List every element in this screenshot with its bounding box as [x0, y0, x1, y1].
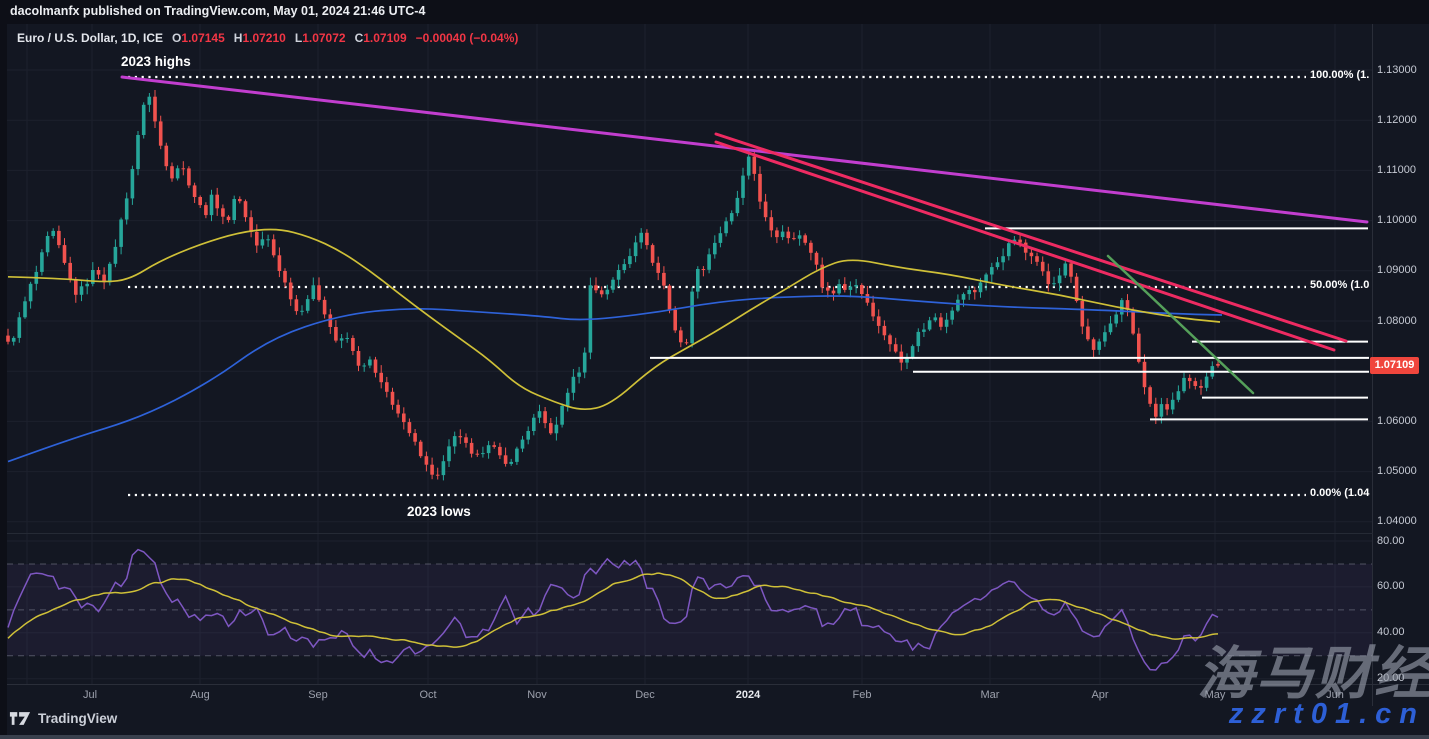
time-axis-label-nov: Nov	[527, 689, 547, 701]
ohlc-close: C1.07109	[354, 31, 407, 45]
change-value: −0.00040 (−0.04%)	[415, 31, 519, 45]
annotation-2023-highs[interactable]: 2023 highs	[121, 54, 191, 69]
rsi-axis-label: 40.00	[1377, 626, 1405, 639]
footer: TradingView	[9, 710, 117, 727]
tradingview-brand-text[interactable]: TradingView	[38, 711, 118, 726]
rsi-pane-divider[interactable]	[7, 533, 1373, 534]
time-axis-label-sep: Sep	[308, 689, 328, 701]
fib-label-0: 100.00% (1.	[1310, 69, 1370, 81]
fib-label-2: 0.00% (1.04	[1310, 487, 1370, 499]
price-axis-label: 1.13000	[1377, 63, 1417, 76]
symbol-legend[interactable]: Euro / U.S. Dollar, 1D, ICE O1.07145 H1.07…	[17, 31, 518, 45]
rsi-band	[7, 563, 1372, 657]
grid	[7, 24, 1372, 684]
ma-lines	[7, 228, 1223, 463]
fib-retracement-lines[interactable]	[128, 75, 1306, 497]
annotation-2023-lows[interactable]: 2023 lows	[407, 504, 471, 519]
time-axis-label-mar: Mar	[980, 689, 1000, 701]
time-axis-label-dec: Dec	[635, 689, 655, 701]
last-price-badge: 1.07109	[1370, 357, 1419, 374]
price-axis-label: 1.06000	[1377, 414, 1417, 427]
ohlc-low: L1.07072	[294, 31, 346, 45]
ohlc-high: H1.07210	[233, 31, 286, 45]
bottom-scroll-strip	[0, 735, 1429, 739]
time-axis-label-2024: 2024	[735, 689, 761, 701]
price-axis-label: 1.05000	[1377, 465, 1417, 478]
trendline-drawings[interactable]	[120, 75, 1369, 395]
time-axis-divider	[7, 684, 1429, 685]
time-axis-label-may: May	[1204, 689, 1226, 701]
publish-banner: dacolmanfx published on TradingView.com,…	[10, 4, 426, 18]
time-axis-label-apr: Apr	[1091, 689, 1109, 701]
price-axis-label: 1.11000	[1377, 163, 1416, 176]
ohlc-open: O1.07145	[172, 31, 225, 45]
price-axis-label: 1.09000	[1377, 264, 1417, 277]
rsi-axis-label: 60.00	[1377, 580, 1405, 593]
time-axis-label-aug: Aug	[190, 689, 210, 701]
candles	[6, 90, 1220, 481]
time-axis-label-jun: Jun	[1326, 689, 1344, 701]
rsi-indicator	[7, 548, 1219, 671]
symbol-title: Euro / U.S. Dollar, 1D, ICE	[17, 31, 164, 45]
time-axis-label-jul: Jul	[82, 689, 98, 701]
watermark-cjk: 海马财经	[1197, 642, 1429, 706]
price-axis-label: 1.10000	[1377, 214, 1417, 227]
horizontal-line-drawings[interactable]	[650, 227, 1369, 421]
price-axis-label: 1.08000	[1377, 314, 1417, 327]
price-axis-label: 1.12000	[1377, 113, 1417, 126]
price-axis-label: 1.04000	[1377, 515, 1417, 528]
watermark-url: zzrt01.cn	[1228, 698, 1425, 730]
rsi-axis-label: 80.00	[1377, 534, 1405, 547]
fib-label-1: 50.00% (1.0	[1310, 279, 1370, 291]
rsi-axis-label: 20.00	[1377, 672, 1405, 685]
time-axis-label-feb: Feb	[852, 689, 872, 701]
time-axis-label-oct: Oct	[419, 689, 437, 701]
tradingview-logo-icon[interactable]	[9, 710, 31, 727]
